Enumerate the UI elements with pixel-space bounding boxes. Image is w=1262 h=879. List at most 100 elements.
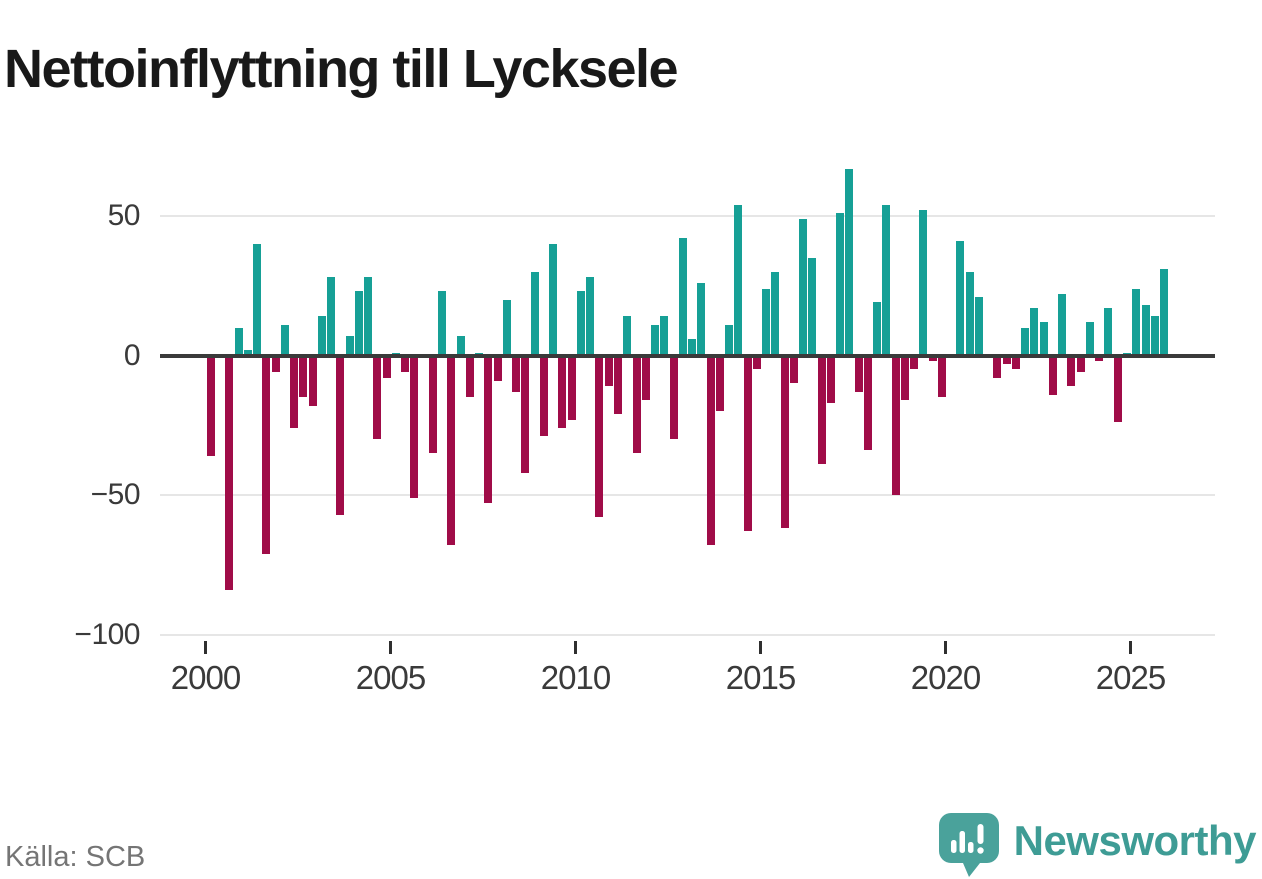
bar-2018Q1 bbox=[873, 302, 882, 356]
bar-2015Q2 bbox=[771, 271, 780, 356]
bar-2003Q3 bbox=[336, 355, 345, 515]
bar-2003Q2 bbox=[327, 277, 336, 356]
bar-2019Q2 bbox=[919, 210, 928, 356]
bar-2010Q3 bbox=[595, 355, 604, 518]
bar-2007Q1 bbox=[465, 355, 474, 398]
x-tick-2015 bbox=[759, 641, 762, 654]
bar-2001Q1 bbox=[243, 349, 252, 356]
x-tick-2010 bbox=[574, 641, 577, 654]
bar-2016Q4 bbox=[826, 355, 835, 403]
x-axis-label-2000: 2000 bbox=[170, 659, 241, 696]
bar-2025Q3 bbox=[1150, 316, 1159, 356]
bar-2008Q3 bbox=[521, 355, 530, 473]
speech-bubble-bar-chart-icon bbox=[938, 813, 999, 877]
bar-2021Q3 bbox=[1002, 355, 1011, 364]
bar-2002Q2 bbox=[290, 355, 299, 429]
x-axis-label-2010: 2010 bbox=[540, 659, 611, 696]
newsworthy-wordmark: Newsworthy bbox=[1013, 817, 1257, 864]
bar-2023Q1 bbox=[1058, 294, 1067, 356]
bar-2015Q3 bbox=[780, 355, 789, 529]
bar-2015Q1 bbox=[762, 288, 771, 356]
x-axis-label-2005: 2005 bbox=[355, 659, 426, 696]
y-axis-label--100: −100 bbox=[74, 617, 140, 651]
bar-2016Q1 bbox=[799, 218, 808, 356]
bar-2007Q4 bbox=[493, 355, 502, 381]
bar-2018Q2 bbox=[882, 204, 891, 356]
x-tick-2000 bbox=[204, 641, 207, 654]
bar-2008Q1 bbox=[502, 299, 511, 356]
bar-2008Q4 bbox=[530, 271, 539, 356]
bar-2014Q2 bbox=[734, 204, 743, 356]
bar-2024Q1 bbox=[1095, 355, 1104, 362]
bar-2019Q4 bbox=[937, 355, 946, 398]
y-axis-label--50: −50 bbox=[90, 478, 141, 511]
bar-2004Q4 bbox=[382, 355, 391, 378]
bar-2008Q2 bbox=[512, 355, 521, 392]
bar-2016Q3 bbox=[817, 355, 826, 465]
bar-2016Q2 bbox=[808, 257, 817, 356]
bar-2006Q4 bbox=[456, 335, 465, 356]
bar-2009Q4 bbox=[567, 355, 576, 420]
bar-2023Q2 bbox=[1067, 355, 1076, 387]
bar-2017Q2 bbox=[845, 168, 854, 356]
y-axis-label-0: 0 bbox=[123, 338, 141, 372]
bar-2001Q4 bbox=[271, 355, 280, 373]
bar-2025Q1 bbox=[1132, 288, 1141, 356]
bar-2019Q1 bbox=[910, 355, 919, 370]
bar-2023Q4 bbox=[1085, 322, 1094, 356]
bar-2000Q4 bbox=[234, 327, 243, 356]
x-tick-2025 bbox=[1129, 641, 1132, 654]
x-tick-2020 bbox=[944, 641, 947, 654]
bar-2006Q1 bbox=[428, 355, 437, 454]
bar-2012Q1 bbox=[651, 324, 660, 356]
bar-2025Q2 bbox=[1141, 305, 1150, 356]
bar-2001Q2 bbox=[253, 243, 262, 356]
x-axis-label-2025: 2025 bbox=[1095, 659, 1166, 696]
bar-2021Q4 bbox=[1011, 355, 1020, 370]
bar-2024Q3 bbox=[1113, 355, 1122, 423]
bar-2020Q4 bbox=[974, 296, 983, 356]
bar-2004Q1 bbox=[354, 291, 363, 356]
bar-2023Q3 bbox=[1076, 355, 1085, 373]
x-axis-zero-line bbox=[160, 353, 1215, 358]
bar-2010Q4 bbox=[604, 355, 613, 387]
gridline-50 bbox=[160, 215, 1215, 217]
bar-2005Q2 bbox=[401, 355, 410, 373]
bar-2011Q4 bbox=[641, 355, 650, 401]
bar-2009Q1 bbox=[539, 355, 548, 437]
bar-2011Q1 bbox=[613, 355, 622, 415]
bar-2019Q3 bbox=[928, 355, 937, 362]
bar-2020Q3 bbox=[965, 271, 974, 356]
gridline--50 bbox=[160, 494, 1215, 496]
bar-2025Q4 bbox=[1160, 269, 1168, 356]
bar-2005Q3 bbox=[410, 355, 419, 498]
bar-2011Q2 bbox=[623, 316, 632, 356]
bar-2002Q1 bbox=[280, 324, 289, 356]
bar-2002Q3 bbox=[299, 355, 308, 398]
bar-2012Q2 bbox=[660, 316, 669, 356]
bar-2024Q2 bbox=[1104, 308, 1113, 356]
y-axis-label-50: 50 bbox=[107, 199, 141, 232]
bar-2022Q3 bbox=[1039, 322, 1048, 356]
bar-2010Q1 bbox=[576, 291, 585, 356]
gridline--100 bbox=[160, 633, 1215, 636]
bar-2022Q1 bbox=[1021, 327, 1030, 356]
newsworthy-logo: Newsworthy bbox=[938, 812, 1257, 878]
bar-2013Q2 bbox=[697, 282, 706, 356]
bar-2009Q3 bbox=[558, 355, 567, 429]
bar-2002Q4 bbox=[308, 355, 317, 406]
bar-2007Q3 bbox=[484, 355, 493, 504]
bar-2004Q3 bbox=[373, 355, 382, 440]
bar-2020Q2 bbox=[956, 241, 965, 356]
bar-2000Q3 bbox=[225, 355, 234, 590]
x-tick-2005 bbox=[389, 641, 392, 654]
bar-2001Q3 bbox=[262, 355, 271, 554]
bar-2014Q3 bbox=[743, 355, 752, 532]
x-axis-label-2020: 2020 bbox=[910, 659, 981, 696]
bar-2006Q3 bbox=[447, 355, 456, 546]
page-title: Nettoinflyttning till Lycksele bbox=[4, 39, 679, 100]
bar-2014Q4 bbox=[752, 355, 761, 370]
x-axis-label-2015: 2015 bbox=[725, 659, 796, 696]
bar-2003Q4 bbox=[345, 335, 354, 356]
